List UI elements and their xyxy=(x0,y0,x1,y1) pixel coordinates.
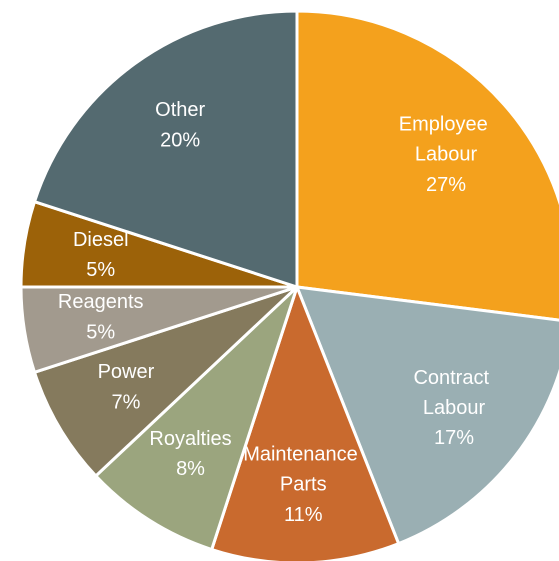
slice-label: Power xyxy=(98,361,155,383)
slice-label: Employee Labour xyxy=(399,114,494,166)
slice-label: Diesel xyxy=(73,229,129,251)
slice-value-label: 5% xyxy=(86,259,115,281)
slice-label: Contract Labour xyxy=(413,367,494,419)
slice-value-label: 7% xyxy=(112,391,141,413)
slice-label: Maintenance Parts xyxy=(243,444,363,496)
pie-slice xyxy=(32,9,299,290)
slice-value-label: 5% xyxy=(86,321,115,343)
pie-slice xyxy=(294,285,559,546)
slice-label: Reagents xyxy=(58,291,144,313)
slice-value-label: 17% xyxy=(434,427,474,449)
slice-value-label: 27% xyxy=(426,174,466,196)
slice-label: Other xyxy=(155,100,205,122)
pie-slice xyxy=(209,282,401,561)
slice-label: Royalties xyxy=(149,428,231,450)
slice-value-label: 11% xyxy=(284,504,323,526)
pie-slice xyxy=(32,285,299,479)
pie-slice xyxy=(295,9,559,322)
slice-value-label: 20% xyxy=(160,130,200,152)
slice-value-label: 8% xyxy=(176,458,205,480)
pie-slice xyxy=(93,285,299,552)
